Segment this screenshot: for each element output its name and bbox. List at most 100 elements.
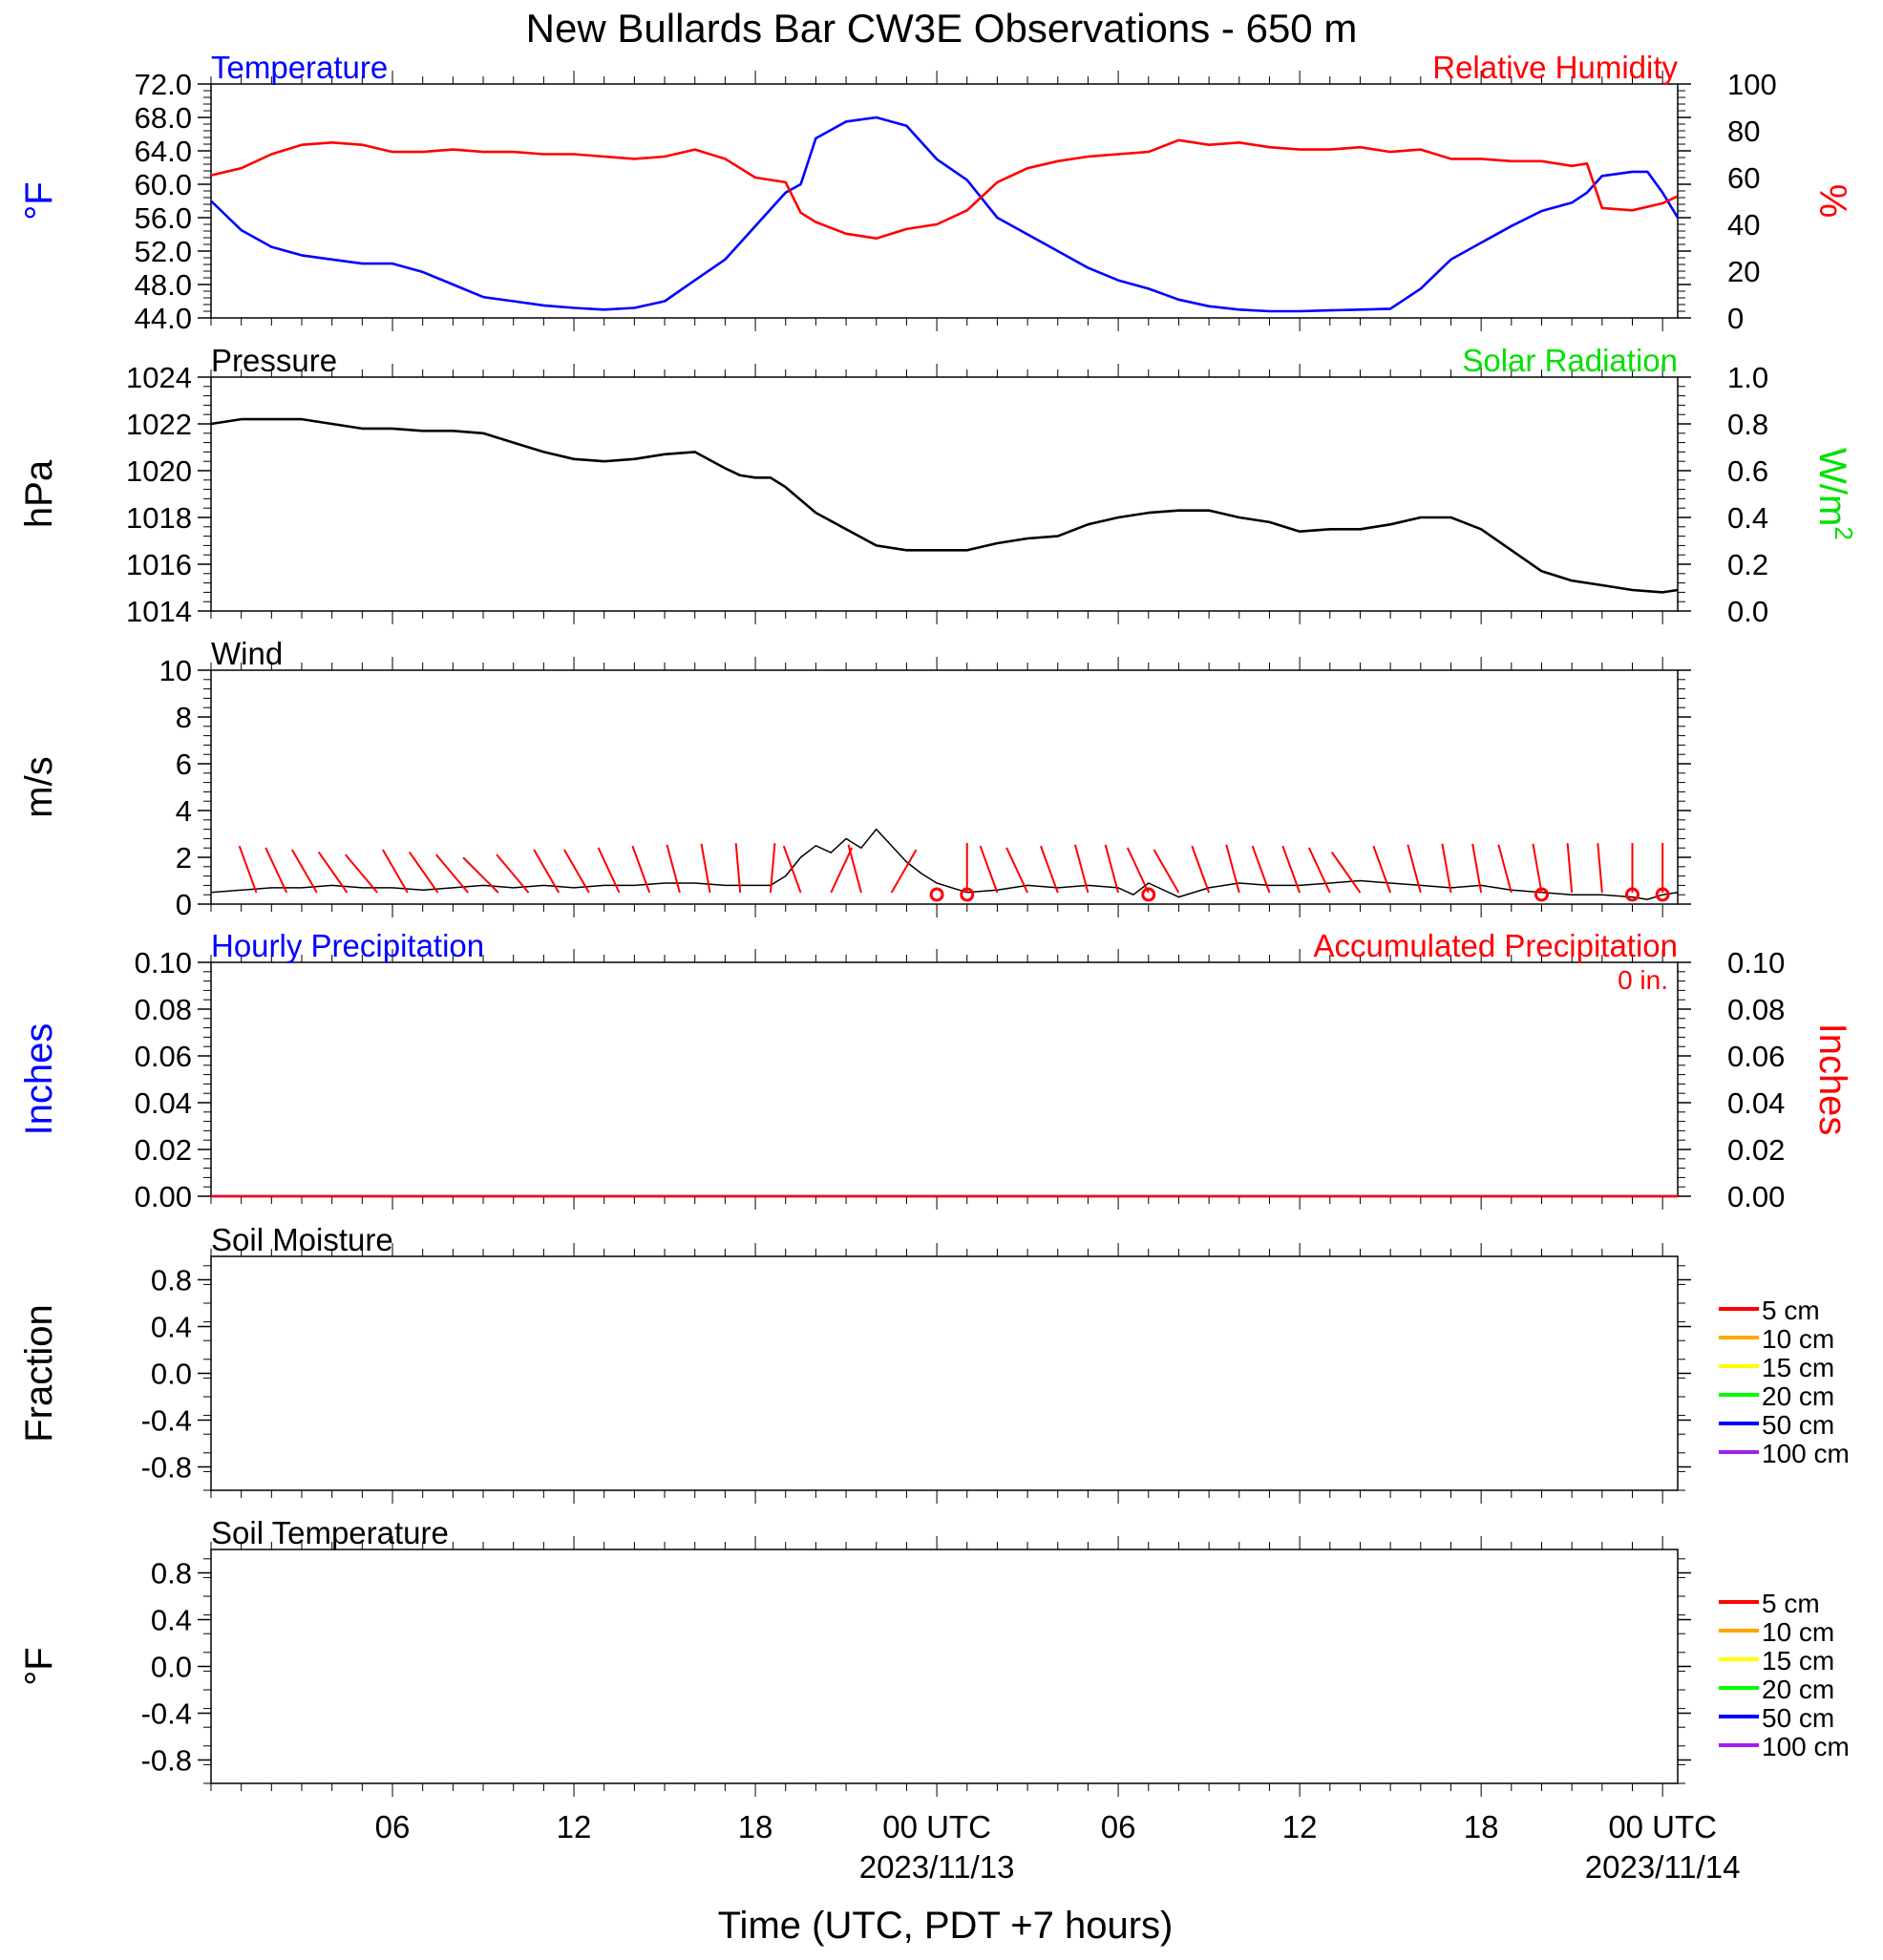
right-tick-label: 0.00: [1727, 1180, 1785, 1213]
left-tick-label: 0.4: [151, 1311, 192, 1344]
wind-barb: [1153, 849, 1180, 894]
left-tick-label: -0.4: [141, 1697, 192, 1731]
panel-wind: 10 8 6 4 2 0 Wind m/s: [18, 636, 1691, 921]
right-tick-label: 0.08: [1727, 993, 1785, 1026]
panel-pressure_solar: 1024 1022 1020 1018 1016 1014 1.0 0.8 0.6 0.4 0.2 0…: [18, 343, 1858, 628]
left-tick-label: 44.0: [135, 302, 192, 335]
left-tick-label: 1014: [126, 595, 192, 628]
left-tick-label: 1024: [126, 361, 192, 394]
x-tick-label: 12: [557, 1809, 592, 1844]
wind-barb: [830, 847, 854, 894]
right-tick-label: 0.04: [1727, 1086, 1785, 1120]
legend-label: 5 cm: [1762, 1589, 1820, 1618]
legend-label: 10 cm: [1762, 1617, 1834, 1647]
wind-barb: [1307, 847, 1331, 894]
left-tick-label: 10: [159, 654, 192, 687]
wind-barb: [700, 843, 711, 894]
left-tick-label: -0.8: [141, 1451, 192, 1485]
left-tick-label: 0.02: [135, 1133, 192, 1167]
right-tick-label: 0.2: [1727, 548, 1768, 581]
wind-barb: [1005, 847, 1028, 894]
right-tick-label: 1.0: [1727, 361, 1768, 394]
x-tick-label: 00 UTC: [882, 1809, 991, 1844]
legend-label: 10 cm: [1762, 1324, 1834, 1354]
wind-barb: [979, 845, 999, 894]
series-pressure: [210, 417, 1679, 594]
wind-barb: [1441, 843, 1452, 894]
right-axis-unit-superscript: 2: [1830, 526, 1858, 539]
wind-barb: [1566, 843, 1574, 894]
left-tick-label: 1022: [126, 408, 192, 441]
left-tick-label: 60.0: [135, 168, 192, 201]
legend-label: 15 cm: [1762, 1353, 1834, 1382]
wind-barb: [890, 849, 918, 894]
panel-right-title: Relative Humidity: [1432, 50, 1678, 85]
plot-frame: [210, 961, 1679, 1197]
wind-barb: [344, 854, 378, 894]
left-tick-label: 0.00: [135, 1180, 192, 1213]
wind-barb: [1471, 843, 1483, 894]
wind-barb: [1251, 845, 1271, 894]
left-tick-label: 0.4: [151, 1604, 192, 1637]
wind-barb: [496, 854, 530, 894]
left-tick-label: 52.0: [135, 235, 192, 268]
wind-barb: [1532, 843, 1543, 894]
calm-wind-circle: [1141, 887, 1156, 902]
left-tick-label: 4: [176, 794, 192, 828]
legend-label: 15 cm: [1762, 1646, 1834, 1675]
legend-label: 20 cm: [1762, 1675, 1834, 1704]
wind-barb: [597, 847, 621, 894]
wind-barb: [782, 845, 802, 894]
left-tick-label: 1020: [126, 454, 192, 488]
panel-right-title: Accumulated Precipitation: [1313, 928, 1678, 963]
left-tick-label: 0.8: [151, 1557, 192, 1591]
x-date-label: 2023/11/14: [1585, 1849, 1741, 1885]
left-tick-label: 64.0: [135, 135, 192, 168]
wind-barb: [1330, 851, 1362, 894]
wind-barb: [1497, 844, 1513, 894]
x-tick-label: 00 UTC: [1608, 1809, 1717, 1844]
wind-barb: [563, 849, 590, 894]
left-tick-label: 68.0: [135, 101, 192, 135]
right-tick-label: 0.02: [1727, 1133, 1785, 1167]
calm-wind-circle: [1655, 887, 1670, 902]
plot-frame: [210, 669, 1679, 905]
wind-barb: [1191, 845, 1211, 894]
left-axis-unit: hPa: [18, 459, 60, 528]
right-tick-label: 0: [1727, 302, 1744, 335]
panel-left-title: Temperature: [211, 50, 388, 85]
panel-temperature_rh: 72.068.064.060.056.052.048.044.0 100 80 60 4…: [18, 50, 1853, 335]
left-tick-label: 48.0: [135, 268, 192, 302]
series-relative-humidity: [210, 138, 1679, 240]
wind-barb: [381, 849, 409, 894]
wind-barb: [666, 844, 681, 894]
wind-barb: [290, 849, 318, 894]
left-tick-label: -0.4: [141, 1404, 192, 1438]
legend-label: 50 cm: [1762, 1703, 1834, 1733]
right-tick-label: 0.0: [1727, 595, 1768, 628]
legend-label: 50 cm: [1762, 1410, 1834, 1440]
x-tick-label: 18: [738, 1809, 773, 1844]
left-axis-unit: °F: [18, 1647, 60, 1685]
wind-barb: [408, 851, 439, 894]
left-axis-unit: Inches: [18, 1023, 60, 1136]
wind-barb: [264, 847, 288, 894]
left-tick-label: 2: [176, 841, 192, 875]
calm-wind-circle: [929, 887, 944, 902]
right-tick-label: 0.8: [1727, 408, 1768, 441]
right-axis-unit: W/m2: [1811, 448, 1858, 540]
left-tick-label: 1018: [126, 501, 192, 535]
wind-barb: [631, 845, 651, 894]
precip-total-annotation: 0 in.: [1618, 965, 1668, 995]
wind-barb: [317, 851, 349, 894]
wind-barb: [238, 845, 258, 894]
left-tick-label: 72.0: [135, 68, 192, 101]
right-tick-label: 20: [1727, 255, 1760, 288]
panel-right-title: Solar Radiation: [1462, 343, 1678, 378]
wind-barb: [1281, 845, 1301, 894]
panel-left-title: Hourly Precipitation: [211, 928, 484, 963]
wind-barb: [533, 849, 561, 894]
series-temperature: [210, 116, 1680, 313]
left-tick-label: 0: [176, 888, 192, 921]
